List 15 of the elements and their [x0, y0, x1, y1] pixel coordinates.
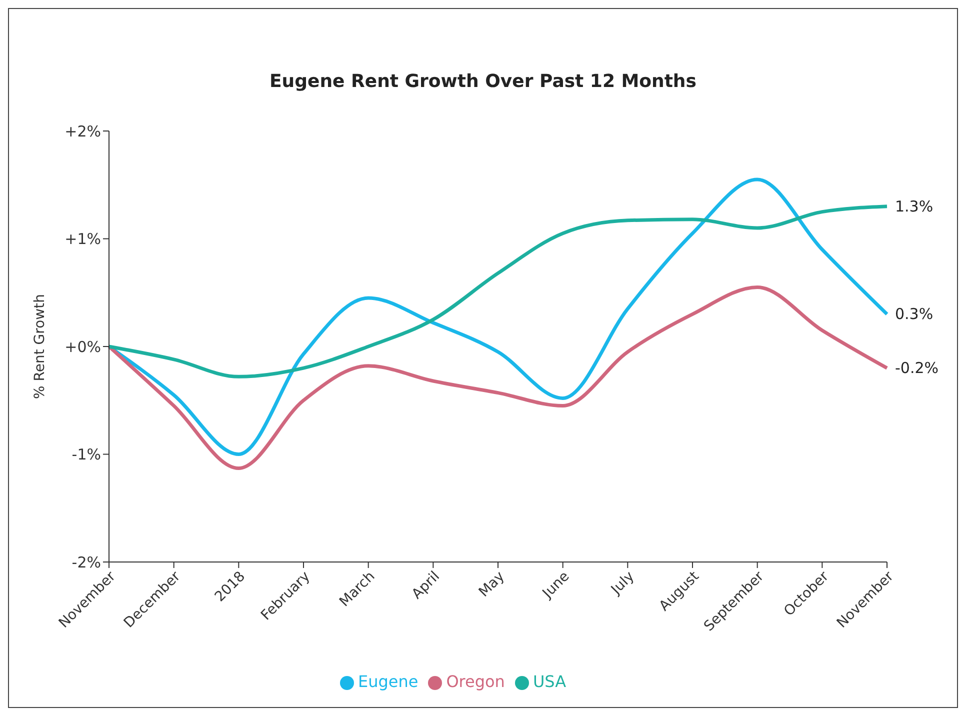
data-label: -0.2%: [895, 359, 939, 378]
data-label: 1.3%: [895, 197, 934, 216]
line-series: [107, 285, 889, 470]
legend-label: USA: [532, 672, 566, 691]
legend-label: Oregon: [446, 672, 505, 691]
y-tick-label: +2%: [64, 122, 101, 140]
y-tick-label: -2%: [72, 553, 101, 572]
legend-label: Eugene: [358, 672, 418, 691]
y-tick-label: -1%: [72, 446, 101, 464]
chart-title: Eugene Rent Growth Over Past 12 Months: [268, 71, 698, 94]
y-tick-label: +1%: [64, 230, 101, 248]
y-axis-title: % Rent Growth: [32, 294, 48, 399]
data-label: 0.3%: [895, 305, 934, 324]
line-series: [107, 204, 889, 378]
y-tick-label: +0%: [64, 338, 101, 356]
